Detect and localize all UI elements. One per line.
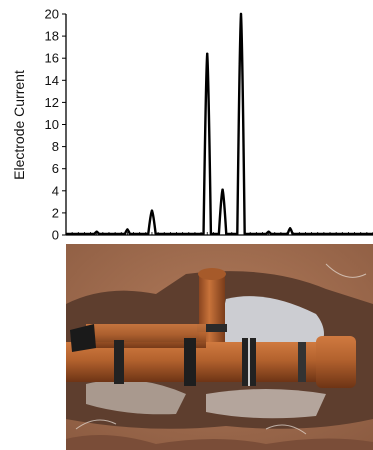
data-point xyxy=(150,209,154,212)
electrode-current-line xyxy=(66,12,373,236)
pipe-coupling xyxy=(114,340,124,384)
y-tick-label: 4 xyxy=(52,183,59,198)
y-axis-title: Electrode Current xyxy=(11,70,27,180)
data-point xyxy=(95,230,98,233)
y-tick-label: 6 xyxy=(52,161,59,176)
data-point xyxy=(239,12,243,16)
electrode-current-chart: 0 2 4 6 8 10 12 14 16 18 20 Electrode Current xyxy=(11,7,373,243)
pipe-coupling xyxy=(184,338,196,386)
data-point xyxy=(206,52,209,55)
data-point xyxy=(221,188,224,191)
data-point xyxy=(126,228,129,231)
pipe-coupling xyxy=(298,342,306,382)
y-tick-label: 20 xyxy=(45,7,59,22)
y-tick-label: 14 xyxy=(45,73,59,88)
y-tick-label: 16 xyxy=(45,51,59,66)
y-tick-label: 2 xyxy=(52,205,59,220)
y-tick-label: 18 xyxy=(45,29,59,44)
data-point xyxy=(267,230,270,233)
y-tick-label: 8 xyxy=(52,139,59,154)
y-tick-label: 10 xyxy=(45,117,59,132)
excavated-pipe-photo xyxy=(66,244,373,450)
y-tick-label: 12 xyxy=(45,95,59,110)
y-tick-label: 0 xyxy=(52,228,59,243)
data-point xyxy=(288,227,292,230)
